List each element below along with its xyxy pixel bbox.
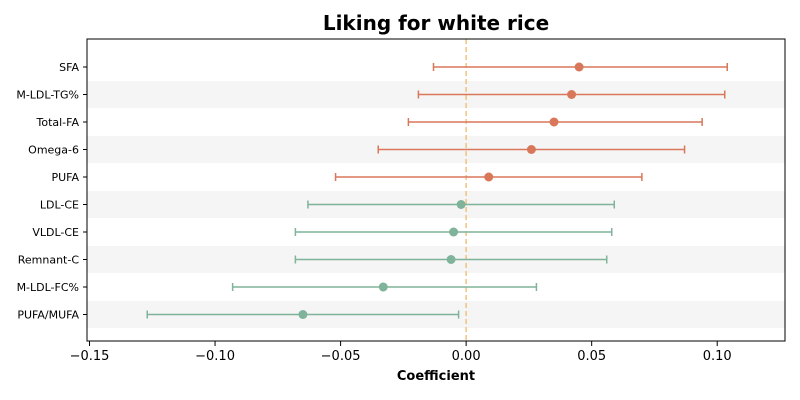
estimate-rows [146,62,729,319]
x-tick-label: 0.00 [452,349,481,364]
y-tick-label: Omega-6 [28,144,79,157]
x-tick-label: −0.15 [70,349,110,364]
chart-title: Liking for white rice [323,11,549,35]
y-tick-label: M-LDL-TG% [16,89,79,102]
y-tick-label: PUFA/MUFA [17,309,79,322]
estimate-row [307,200,616,209]
y-tick-label: PUFA [51,171,79,184]
y-tick-label: VLDL-CE [32,226,79,239]
x-tick-label: −0.05 [321,349,361,364]
estimate-point [567,90,577,99]
estimate-row [417,90,726,99]
estimate-point [378,282,388,292]
estimate-row [231,282,538,292]
plot-frame [86,38,786,342]
estimate-point [549,117,559,127]
x-tick-label: 0.05 [577,349,606,364]
estimate-row [294,255,608,264]
y-tick-label: LDL-CE [40,199,79,212]
estimate-row [407,117,703,127]
estimate-point [484,172,494,182]
estimate-point [456,200,466,209]
y-tick-label: Remnant-C [18,254,80,267]
estimate-row [146,310,460,319]
x-tick-label: 0.10 [703,349,732,364]
estimate-point [526,145,536,154]
estimate-point [446,255,456,264]
y-tick-label: SFA [59,61,79,74]
estimate-row [377,145,686,154]
estimate-row [432,62,729,72]
estimate-row [294,227,613,237]
estimate-point [449,227,459,237]
y-tick-label: Total-FA [35,116,79,129]
x-axis-label: Coefficient [397,369,475,384]
y-axis: SFA M-LDL-TG% Total-FA Omega-6 PUFA LDL-CE VLD… [16,61,87,322]
x-tick-label: −0.10 [195,349,235,364]
x-axis: −0.15 −0.10 −0.05 0.00 0.05 0.10 [70,341,732,364]
estimate-point [574,62,584,72]
y-tick-label: M-LDL-FC% [17,281,79,294]
estimate-point [298,310,308,319]
estimate-row [334,172,643,182]
